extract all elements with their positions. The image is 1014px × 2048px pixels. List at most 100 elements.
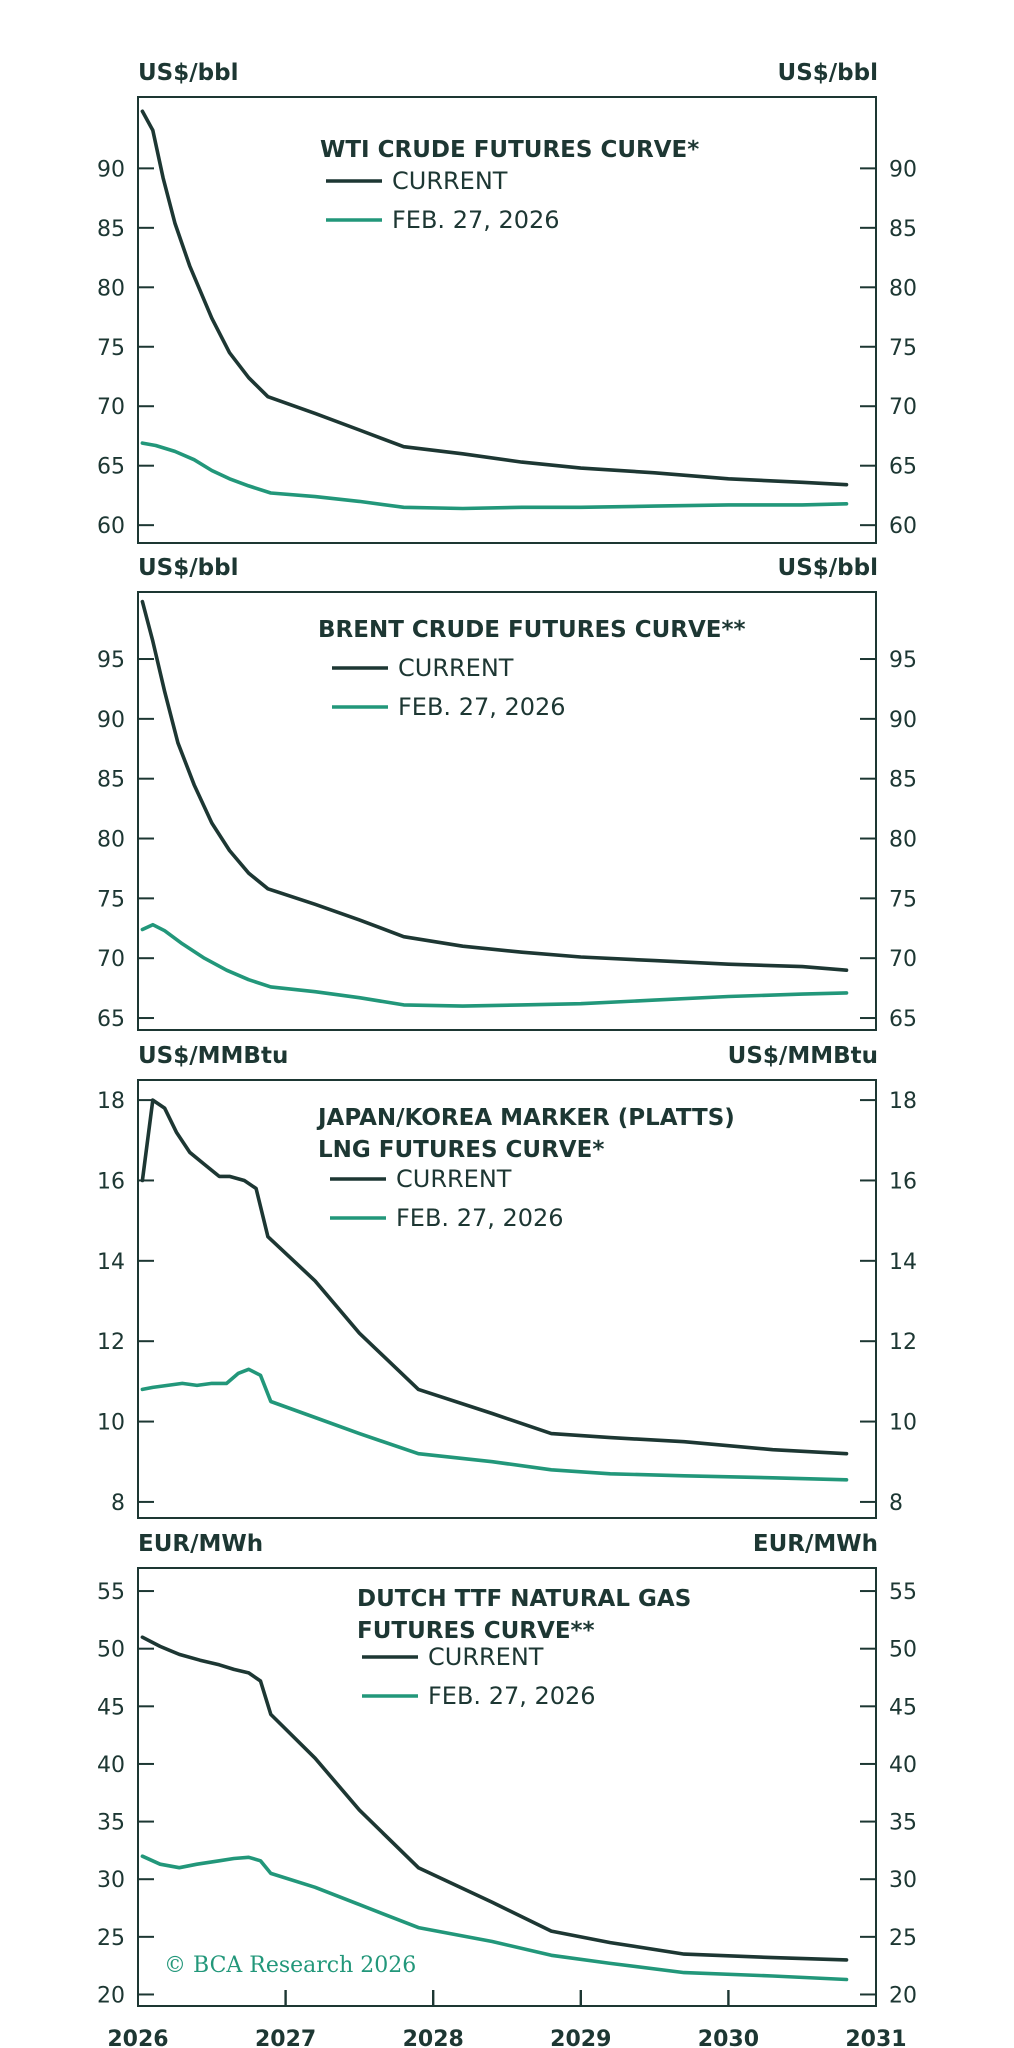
plot-frame: [137, 1567, 877, 2007]
y-tick-label-left: 25: [97, 1926, 125, 1951]
x-tick-label: 2026: [107, 2027, 168, 2048]
x-tick-label: 2030: [698, 2027, 759, 2048]
y-tick-label-right: 80: [889, 828, 917, 853]
y-tick-label-right: 10: [889, 1411, 917, 1436]
y-tick-label-right: 60: [889, 514, 917, 539]
chart-title-line-2: FUTURES CURVE**: [357, 1618, 595, 1644]
y-tick-label-right: 65: [889, 455, 917, 480]
series-line-feb-27-2026: [140, 1854, 849, 1982]
series-line-feb-27-2026: [140, 922, 849, 1008]
y-axis-unit-right: US$/bbl: [778, 60, 878, 86]
y-tick-label-right: 95: [889, 648, 917, 673]
plot-frame: [137, 591, 877, 1031]
y-tick-label-right: 20: [889, 1983, 917, 2008]
y-tick-label-right: 65: [889, 1007, 917, 1032]
chart-title: WTI CRUDE FUTURES CURVE*: [320, 137, 699, 163]
y-tick-label-right: 16: [889, 1169, 917, 1194]
legend-label-current: CURRENT: [396, 1165, 512, 1193]
y-tick-label-left: 30: [97, 1868, 125, 1893]
series-line-current: [140, 599, 849, 972]
plot-frame: [137, 96, 877, 544]
y-tick-label-left: 14: [97, 1250, 125, 1275]
y-tick-label-left: 95: [97, 648, 125, 673]
y-tick-label-left: 45: [97, 1695, 125, 1720]
y-tick-label-left: 85: [97, 217, 125, 242]
y-tick-label-left: 80: [97, 276, 125, 301]
y-tick-label-left: 85: [97, 768, 125, 793]
y-tick-label-left: 80: [97, 828, 125, 853]
y-axis-unit-left: US$/bbl: [138, 60, 238, 86]
y-tick-label-left: 65: [97, 455, 125, 480]
y-tick-label-right: 8: [889, 1491, 903, 1516]
y-tick-label-right: 18: [889, 1089, 917, 1114]
series-line-current: [140, 109, 849, 487]
y-tick-label-left: 10: [97, 1411, 125, 1436]
chart-panel-2: US$/bbl US$/bbl 65 65 70 70 75 75 80 80 85 85 90 90 95…: [97, 555, 917, 1032]
y-tick-label-left: 50: [97, 1638, 125, 1663]
y-tick-label-right: 45: [889, 1695, 917, 1720]
y-tick-label-left: 65: [97, 1007, 125, 1032]
y-tick-label-right: 75: [889, 887, 917, 912]
chart-title: DUTCH TTF NATURAL GAS: [357, 1586, 691, 1612]
y-tick-label-right: 85: [889, 768, 917, 793]
legend-label-feb-27-2026: FEB. 27, 2026: [392, 206, 560, 234]
y-tick-label-left: 18: [97, 1089, 125, 1114]
y-axis-unit-right: US$/MMBtu: [728, 1043, 878, 1069]
y-tick-label-left: 12: [97, 1330, 125, 1355]
y-tick-label-right: 90: [889, 157, 917, 182]
legend-label-feb-27-2026: FEB. 27, 2026: [396, 1204, 564, 1232]
y-tick-label-right: 12: [889, 1330, 917, 1355]
y-axis-unit-left: EUR/MWh: [138, 1531, 263, 1557]
chart-title: JAPAN/KOREA MARKER (PLATTS): [316, 1105, 735, 1131]
y-tick-label-left: 90: [97, 708, 125, 733]
y-tick-label-right: 35: [889, 1811, 917, 1836]
y-tick-label-right: 70: [889, 947, 917, 972]
y-tick-label-left: 70: [97, 947, 125, 972]
y-tick-label-right: 50: [889, 1638, 917, 1663]
y-tick-label-left: 8: [111, 1491, 125, 1516]
y-tick-label-right: 25: [889, 1926, 917, 1951]
legend-label-feb-27-2026: FEB. 27, 2026: [428, 1682, 596, 1710]
chart-panel-4: EUR/MWh EUR/MWh 20 20 25 25 30 30 35 35 40 40 45 45 50…: [97, 1531, 917, 2048]
y-tick-label-left: 35: [97, 1811, 125, 1836]
x-tick-label: 2031: [845, 2027, 906, 2048]
y-tick-label-left: 75: [97, 336, 125, 361]
y-axis-unit-left: US$/MMBtu: [138, 1043, 288, 1069]
chart-panel-1: US$/bbl US$/bbl 60 60 65 65 70 70 75 75 80 80 85 85 90…: [97, 60, 917, 544]
y-axis-unit-right: EUR/MWh: [753, 1531, 878, 1557]
y-tick-label-right: 40: [889, 1753, 917, 1778]
series-line-current: [140, 1098, 849, 1456]
chart-panel-3: US$/MMBtu US$/MMBtu 8 8 10 10 12 12 14 14 16 16 18 18…: [97, 1043, 917, 1519]
legend-label-current: CURRENT: [428, 1643, 544, 1671]
copyright-text: © BCA Research 2026: [164, 1953, 416, 1978]
x-tick-label: 2027: [255, 2027, 316, 2048]
plot-frame: [137, 1079, 877, 1519]
chart-title-line-2: LNG FUTURES CURVE*: [318, 1137, 604, 1163]
legend-label-current: CURRENT: [392, 167, 508, 195]
x-tick-label: 2029: [550, 2027, 611, 2048]
chart-title: BRENT CRUDE FUTURES CURVE**: [318, 617, 746, 643]
x-tick-label: 2028: [403, 2027, 464, 2048]
y-tick-label-right: 70: [889, 395, 917, 420]
y-axis-unit-right: US$/bbl: [778, 555, 878, 581]
y-tick-label-right: 75: [889, 336, 917, 361]
y-tick-label-left: 60: [97, 514, 125, 539]
y-tick-label-right: 14: [889, 1250, 917, 1275]
y-axis-unit-left: US$/bbl: [138, 555, 238, 581]
y-tick-label-right: 80: [889, 276, 917, 301]
y-tick-label-left: 40: [97, 1753, 125, 1778]
legend-label-feb-27-2026: FEB. 27, 2026: [398, 693, 566, 721]
y-tick-label-right: 30: [889, 1868, 917, 1893]
y-tick-label-right: 55: [889, 1580, 917, 1605]
series-line-feb-27-2026: [140, 1367, 849, 1482]
legend-label-current: CURRENT: [398, 654, 514, 682]
y-tick-label-left: 16: [97, 1169, 125, 1194]
y-tick-label-left: 75: [97, 887, 125, 912]
y-tick-label-left: 20: [97, 1983, 125, 2008]
series-line-current: [140, 1635, 849, 1962]
y-tick-label-left: 55: [97, 1580, 125, 1605]
y-tick-label-right: 90: [889, 708, 917, 733]
series-line-feb-27-2026: [140, 441, 849, 511]
y-tick-label-left: 70: [97, 395, 125, 420]
